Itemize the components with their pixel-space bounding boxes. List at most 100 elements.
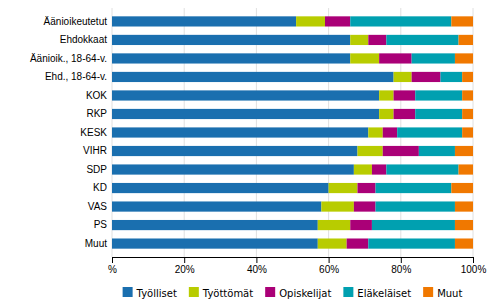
bar <box>350 53 379 63</box>
y-tick: PS <box>94 219 108 230</box>
bar <box>368 35 386 45</box>
x-tick-label: 100% <box>461 264 487 275</box>
y-tick: VIHR <box>83 145 107 156</box>
grid <box>112 8 473 257</box>
bar <box>386 164 458 174</box>
legend-item: Eläkeläiset <box>343 287 411 299</box>
y-tick: RKP <box>86 108 107 119</box>
bar <box>318 220 350 230</box>
x-tick: 80% <box>391 257 411 275</box>
bar <box>368 238 455 248</box>
bar <box>397 127 462 137</box>
bar <box>394 109 416 119</box>
bar <box>112 220 318 230</box>
y-tick-label: Muut <box>85 238 107 249</box>
legend-swatch <box>343 287 353 297</box>
x-tick: 40% <box>247 257 267 275</box>
bar <box>368 127 382 137</box>
bar <box>112 127 368 137</box>
bar <box>112 35 350 45</box>
bar <box>325 16 350 26</box>
bar <box>376 183 452 193</box>
bar <box>455 220 473 230</box>
legend-item: Työttömät <box>189 287 253 299</box>
y-tick: Muut <box>85 238 107 249</box>
y-tick-label: Äänioik., 18-64-v. <box>30 53 107 64</box>
bar <box>455 53 473 63</box>
y-tick: VAS <box>88 201 108 212</box>
y-tick: KESK <box>80 127 107 138</box>
legend-swatch <box>189 287 199 297</box>
bar <box>462 109 473 119</box>
legend-label: Työttömät <box>202 288 253 299</box>
y-tick-label: Ehd., 18-64-v. <box>45 71 107 82</box>
bar <box>383 127 397 137</box>
y-tick-label: Äänioikeutetut <box>44 16 108 27</box>
y-tick: Äänioik., 18-64-v. <box>30 53 107 64</box>
y-tick-label: SDP <box>86 164 107 175</box>
bar <box>112 16 296 26</box>
bar <box>350 35 368 45</box>
y-tick: KD <box>93 182 107 193</box>
bar <box>350 16 451 26</box>
bar <box>296 16 325 26</box>
x-tick-label: 40% <box>247 264 267 275</box>
y-tick-label: VAS <box>88 201 108 212</box>
legend-label: Muut <box>437 288 462 299</box>
x-tick-mark <box>112 257 113 263</box>
legend-swatch <box>265 287 275 297</box>
bar <box>376 201 455 211</box>
bar <box>112 53 350 63</box>
y-tick-label: RKP <box>86 108 107 119</box>
bar <box>354 201 376 211</box>
bar <box>451 16 473 26</box>
bar <box>394 90 416 100</box>
bar <box>112 183 329 193</box>
y-tick: Ehdokkaat <box>60 34 107 45</box>
bar <box>459 164 473 174</box>
bar <box>455 238 473 248</box>
y-tick-label: KOK <box>86 90 107 101</box>
bar <box>112 90 379 100</box>
y-tick-label: KD <box>93 182 107 193</box>
bar <box>412 72 441 82</box>
legend-label: Opiskelijat <box>279 288 331 299</box>
chart: % 20% 40% 60% 80% 100% Äänioikeutetut Ehdokkaat… <box>0 0 491 303</box>
legend-item: Muut <box>423 287 462 299</box>
x-tick-mark <box>401 257 402 263</box>
bar <box>462 90 473 100</box>
y-tick-label: PS <box>94 219 108 230</box>
bar <box>451 183 473 193</box>
x-tick: 60% <box>319 257 339 275</box>
y-tick-label: KESK <box>80 127 107 138</box>
x-tick-mark <box>184 257 185 263</box>
bar <box>415 90 462 100</box>
bar <box>357 183 375 193</box>
bar <box>321 201 353 211</box>
bar <box>379 109 393 119</box>
bar <box>412 53 455 63</box>
bar <box>383 146 419 156</box>
legend-item: Opiskelijat <box>265 287 331 299</box>
x-tick-mark <box>473 257 474 263</box>
x-tick: 100% <box>461 257 487 275</box>
legend-swatch <box>123 287 133 297</box>
x-tick-label: % <box>108 264 117 275</box>
y-tick-label: VIHR <box>83 145 107 156</box>
x-tick: % <box>108 257 117 275</box>
bar <box>112 164 354 174</box>
bar <box>372 164 386 174</box>
legend: Työlliset Työttömät Opiskelijat Eläkeläiset… <box>123 287 463 299</box>
bar <box>112 72 394 82</box>
y-tick-label: Ehdokkaat <box>60 34 107 45</box>
bar <box>329 183 358 193</box>
bar <box>112 238 318 248</box>
x-tick-mark <box>256 257 257 263</box>
bar <box>357 146 382 156</box>
y-tick: Ehd., 18-64-v. <box>45 71 107 82</box>
x-axis-line <box>113 258 474 264</box>
x-tick: 20% <box>175 257 195 275</box>
y-tick: KOK <box>86 90 107 101</box>
x-axis: % 20% 40% 60% 80% 100% <box>108 257 486 275</box>
legend-item: Työlliset <box>123 287 177 299</box>
